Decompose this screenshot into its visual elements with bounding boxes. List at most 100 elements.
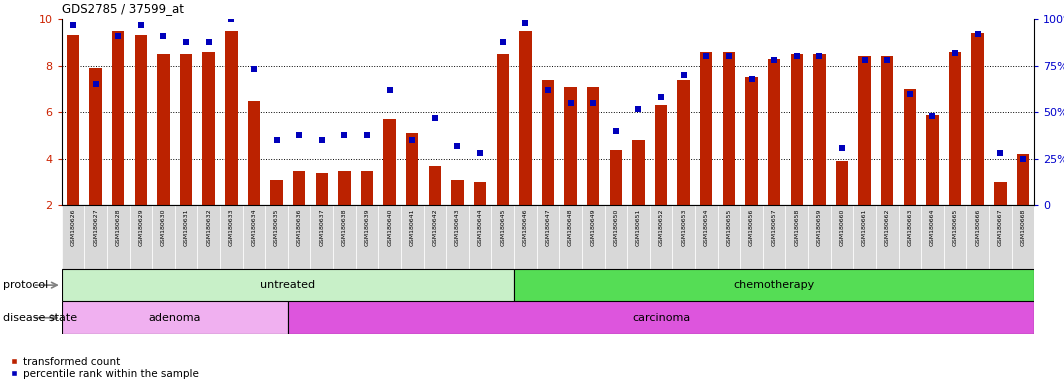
Point: [630, 106, 647, 112]
Point: [65, 22, 82, 28]
Bar: [451, 180, 464, 205]
Point: [1014, 156, 1031, 162]
Text: disease state: disease state: [3, 313, 78, 323]
Bar: [966, 205, 988, 269]
Point: [381, 87, 398, 93]
Point: [585, 100, 602, 106]
Text: GSM180659: GSM180659: [817, 209, 821, 246]
Bar: [876, 205, 898, 269]
Bar: [564, 87, 577, 205]
Bar: [107, 205, 130, 269]
Text: GSM180654: GSM180654: [703, 209, 709, 246]
Point: [901, 91, 918, 97]
Bar: [243, 205, 265, 269]
Bar: [446, 205, 469, 269]
Bar: [921, 205, 944, 269]
Text: GSM180652: GSM180652: [659, 209, 664, 246]
Bar: [536, 205, 560, 269]
Bar: [361, 170, 373, 205]
Bar: [813, 54, 826, 205]
Bar: [288, 205, 311, 269]
Text: GSM180636: GSM180636: [297, 209, 302, 246]
Point: [178, 38, 195, 45]
Bar: [722, 52, 735, 205]
Text: GSM180627: GSM180627: [94, 209, 98, 246]
Bar: [853, 205, 876, 269]
Bar: [672, 205, 695, 269]
Point: [336, 132, 353, 138]
Bar: [627, 205, 650, 269]
Text: GSM180646: GSM180646: [522, 209, 528, 246]
Text: GSM180645: GSM180645: [500, 209, 505, 246]
Bar: [650, 205, 672, 269]
Text: GSM180638: GSM180638: [342, 209, 347, 246]
Bar: [949, 52, 961, 205]
Point: [268, 137, 285, 143]
Text: GSM180633: GSM180633: [229, 209, 234, 246]
Point: [200, 38, 217, 45]
Bar: [152, 205, 174, 269]
Bar: [469, 205, 492, 269]
Text: GSM180643: GSM180643: [455, 209, 460, 246]
Legend: transformed count, percentile rank within the sample: transformed count, percentile rank withi…: [9, 357, 199, 379]
Bar: [316, 173, 328, 205]
Point: [427, 115, 444, 121]
Point: [857, 57, 874, 63]
Text: GSM180666: GSM180666: [976, 209, 980, 246]
Text: GSM180629: GSM180629: [138, 209, 144, 246]
Text: GSM180626: GSM180626: [70, 209, 76, 246]
Point: [788, 53, 805, 60]
Bar: [202, 52, 215, 205]
Bar: [745, 78, 758, 205]
Bar: [429, 166, 442, 205]
Bar: [695, 205, 717, 269]
Point: [403, 137, 420, 143]
Text: GSM180655: GSM180655: [727, 209, 731, 246]
Text: GSM180637: GSM180637: [319, 209, 325, 246]
Bar: [135, 35, 147, 205]
Text: GSM180648: GSM180648: [568, 209, 573, 246]
Text: GSM180658: GSM180658: [794, 209, 799, 246]
Bar: [700, 52, 713, 205]
Text: adenoma: adenoma: [149, 313, 201, 323]
Text: GSM180668: GSM180668: [1020, 209, 1026, 246]
Text: GSM180630: GSM180630: [161, 209, 166, 246]
Bar: [355, 205, 379, 269]
Point: [766, 57, 783, 63]
Point: [608, 128, 625, 134]
Bar: [927, 115, 938, 205]
Bar: [492, 205, 514, 269]
Point: [449, 143, 466, 149]
Point: [743, 76, 760, 82]
Bar: [62, 269, 514, 301]
Text: GSM180662: GSM180662: [884, 209, 890, 246]
Bar: [678, 80, 689, 205]
Bar: [514, 269, 1034, 301]
Text: GSM180631: GSM180631: [184, 209, 188, 246]
Text: carcinoma: carcinoma: [632, 313, 691, 323]
Point: [924, 113, 941, 119]
Bar: [808, 205, 831, 269]
Bar: [654, 105, 667, 205]
Text: GSM180634: GSM180634: [251, 209, 256, 246]
Bar: [311, 205, 333, 269]
Point: [313, 137, 330, 143]
Point: [132, 22, 149, 28]
Point: [222, 16, 239, 22]
Bar: [587, 87, 599, 205]
Bar: [560, 205, 582, 269]
Bar: [582, 205, 604, 269]
Bar: [67, 35, 79, 205]
Text: GSM180665: GSM180665: [952, 209, 958, 246]
Bar: [898, 205, 921, 269]
Bar: [62, 205, 84, 269]
Text: GSM180628: GSM180628: [116, 209, 120, 246]
Point: [359, 132, 376, 138]
Bar: [632, 140, 645, 205]
Bar: [791, 54, 803, 205]
Bar: [293, 170, 305, 205]
Bar: [514, 205, 536, 269]
Point: [992, 150, 1009, 156]
Text: GSM180650: GSM180650: [613, 209, 618, 246]
Text: GSM180667: GSM180667: [998, 209, 1002, 246]
